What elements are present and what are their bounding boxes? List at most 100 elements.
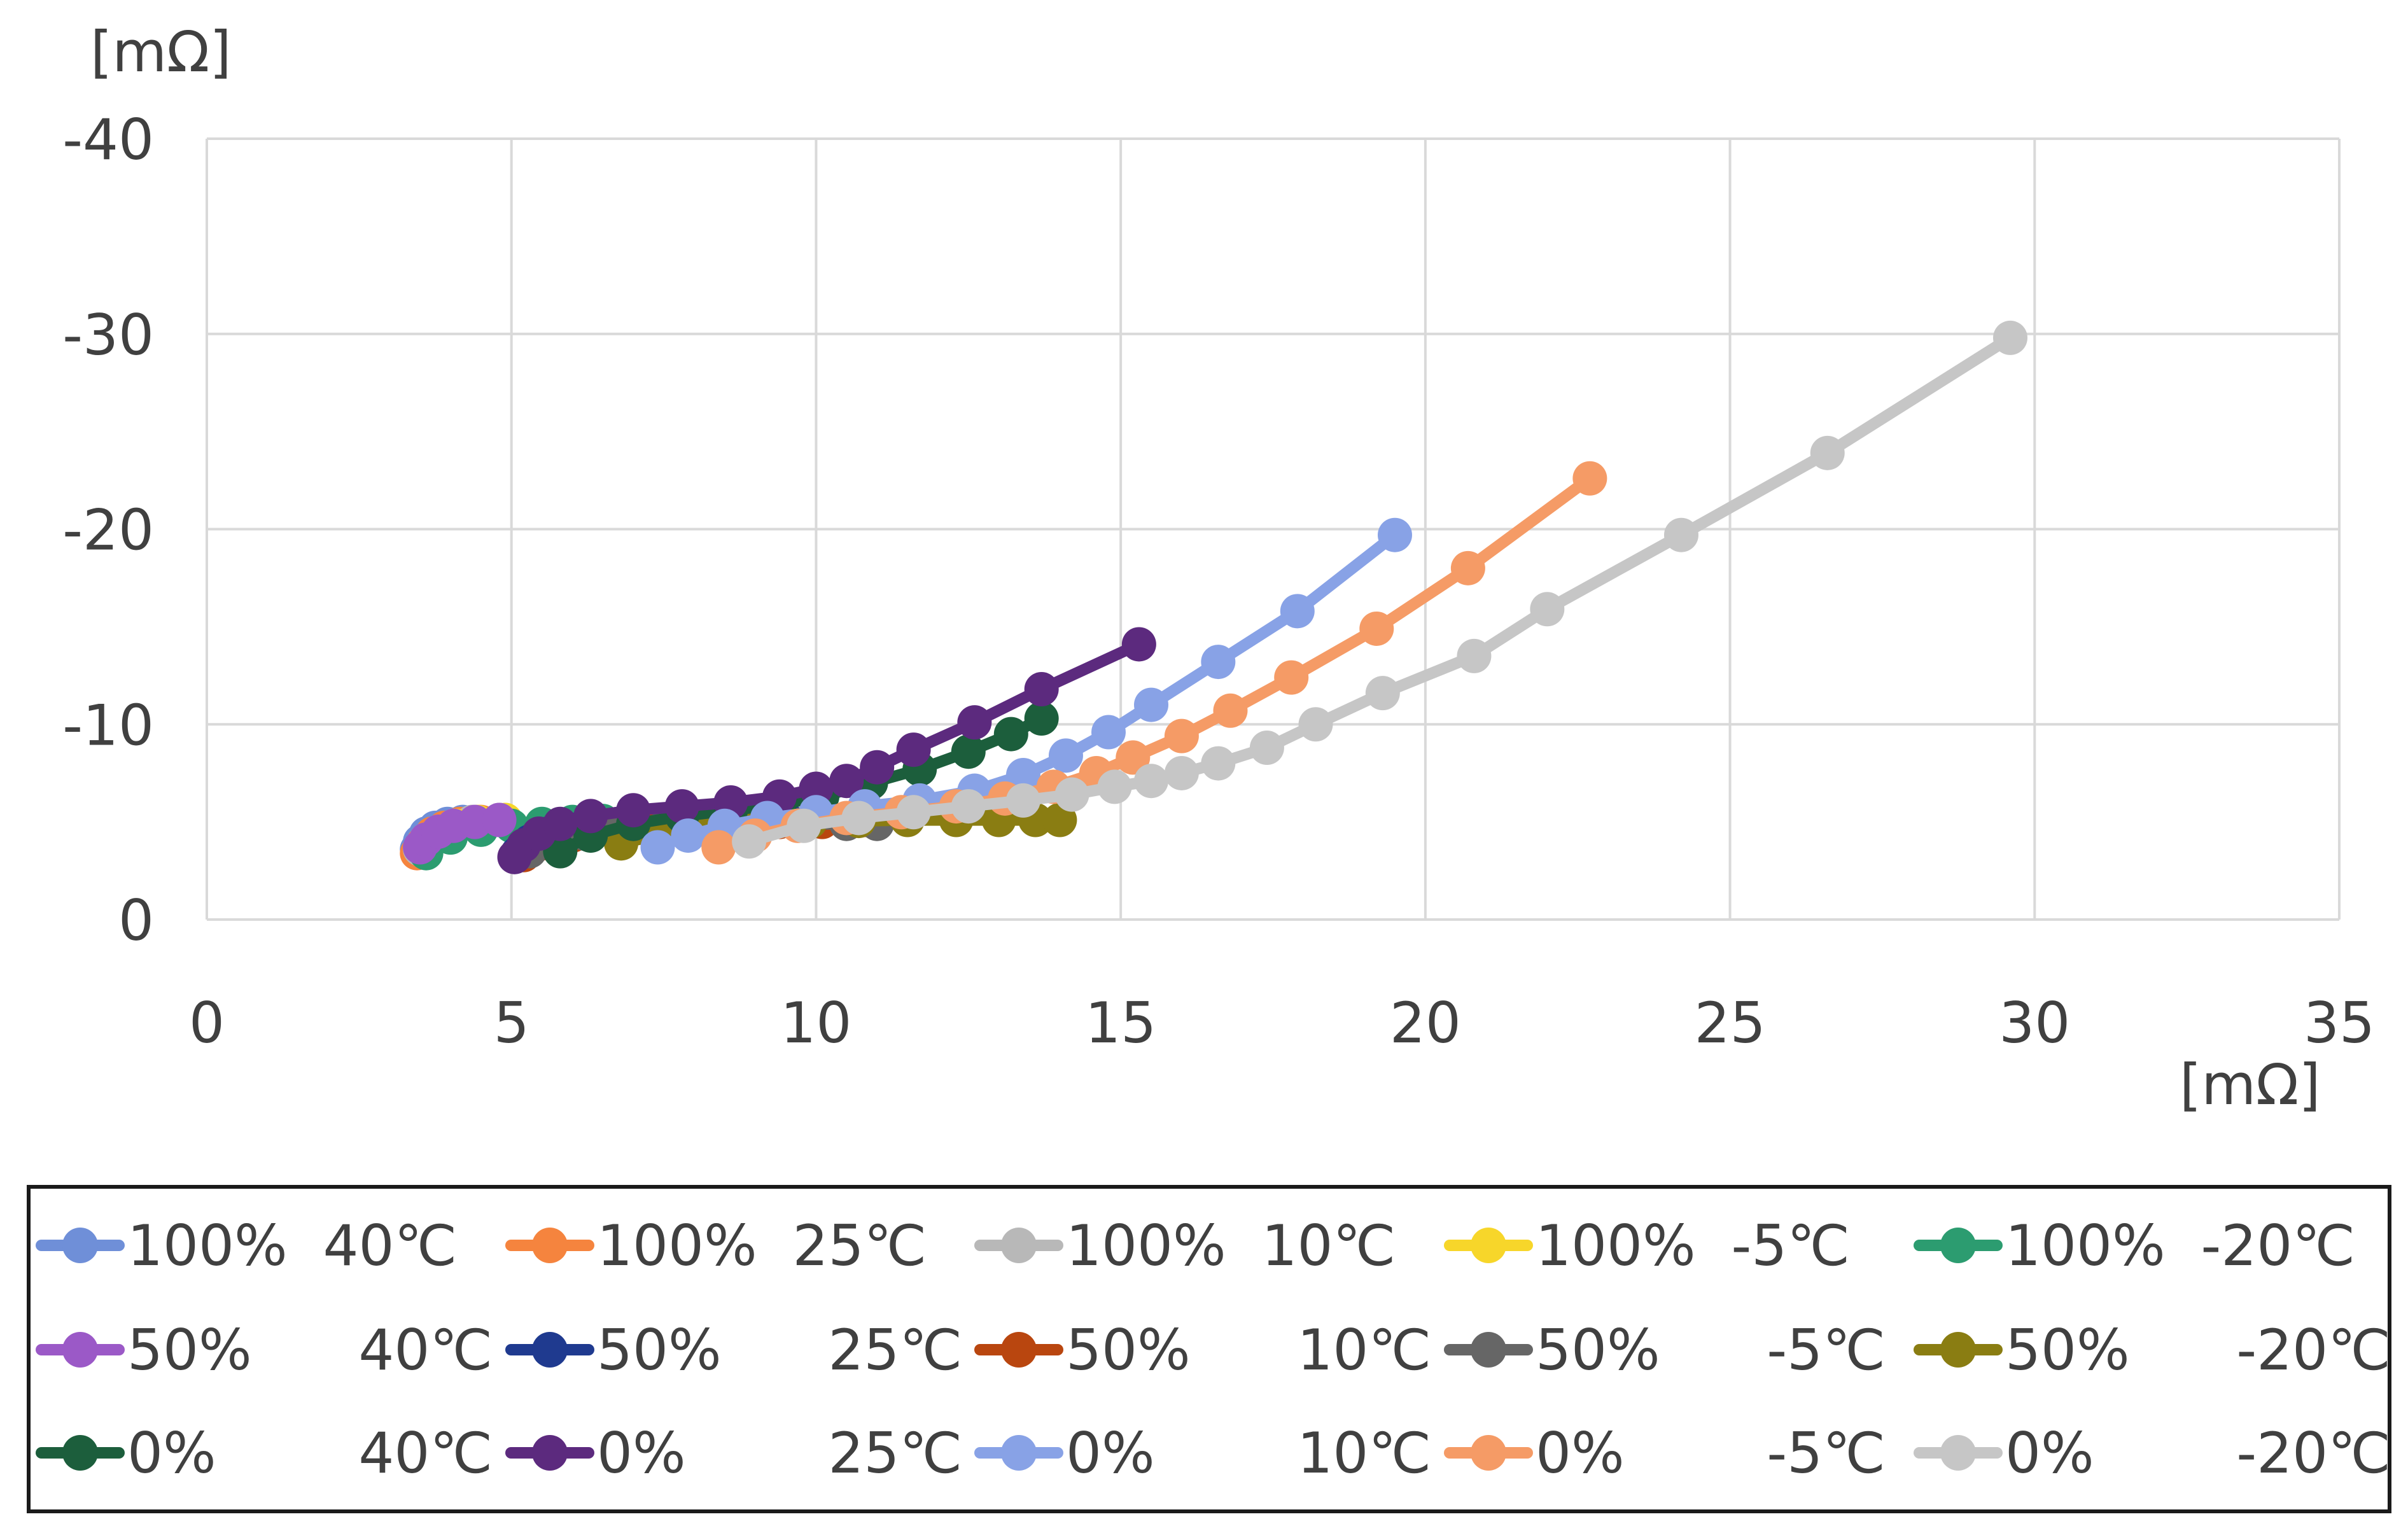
y-tick-label: -30 <box>62 302 154 368</box>
data-point <box>1663 517 1698 552</box>
data-point <box>957 705 992 740</box>
data-point <box>1201 645 1236 680</box>
data-point <box>1992 320 2027 355</box>
x-tick-label: 15 <box>1085 990 1156 1056</box>
legend: 100% 40℃ 100% 25℃ 100% 10℃ 100% -5℃ 100% -20… <box>27 1185 2391 1513</box>
legend-label: 50% 10℃ <box>1066 1317 1431 1383</box>
data-point <box>951 789 986 824</box>
legend-item: 100% 25℃ <box>505 1213 927 1278</box>
data-point <box>1572 461 1607 496</box>
legend-item: 100% -5℃ <box>1444 1213 1850 1278</box>
data-point <box>1134 764 1169 799</box>
legend-swatch-marker <box>1001 1228 1037 1263</box>
axis-tick-labels: 0 5 10 15 20 25 30 35 0 -10 -20 -30 -40 <box>62 107 2375 1056</box>
legend-swatch-marker <box>1940 1228 1976 1263</box>
legend-swatch-marker <box>1001 1435 1037 1471</box>
legend-label: 50% 40℃ <box>127 1317 493 1383</box>
legend-item: 50% 40℃ <box>36 1317 493 1383</box>
data-point <box>1005 758 1040 793</box>
data-point <box>732 824 767 859</box>
y-tick-label: -20 <box>62 498 154 563</box>
data-point <box>664 789 699 824</box>
legend-swatch-marker <box>532 1332 568 1368</box>
legend-label: 0% 40℃ <box>127 1420 493 1486</box>
legend-label: 0% -20℃ <box>2005 1420 2391 1486</box>
legend-label: 100% 10℃ <box>1066 1213 1396 1278</box>
legend-swatch-marker <box>1001 1332 1037 1368</box>
legend-swatch-marker <box>1940 1332 1976 1368</box>
legend-label: 0% 10℃ <box>1066 1420 1431 1486</box>
data-point <box>860 750 895 785</box>
data-point <box>896 732 931 767</box>
data-point <box>951 734 986 769</box>
x-tick-label: 0 <box>189 990 225 1056</box>
y-unit-label: [mΩ] <box>90 19 232 85</box>
data-point <box>1116 740 1151 775</box>
data-point <box>1054 777 1089 812</box>
legend-swatch-marker <box>62 1332 98 1368</box>
data-point <box>1121 627 1156 662</box>
data-point <box>1457 638 1492 673</box>
data-point <box>543 806 578 841</box>
data-point <box>671 818 706 853</box>
legend-item: 0% 25℃ <box>505 1420 962 1486</box>
legend-label: 100% -5℃ <box>1536 1213 1850 1278</box>
data-point <box>896 795 931 830</box>
data-point <box>1097 769 1132 804</box>
data-point <box>701 830 736 865</box>
data-series <box>400 320 2027 874</box>
legend-item: 50% 25℃ <box>505 1317 962 1383</box>
legend-swatch-marker <box>62 1435 98 1471</box>
legend-item: 50% 10℃ <box>974 1317 1431 1383</box>
data-point <box>1091 715 1126 750</box>
gridlines <box>206 137 2341 921</box>
legend-swatch-marker <box>1471 1435 1506 1471</box>
data-point <box>1450 550 1485 585</box>
y-tick-label: -40 <box>62 107 154 172</box>
legend-label: 0% 25℃ <box>597 1420 962 1486</box>
legend-label: 0% -5℃ <box>1536 1420 1886 1486</box>
y-tick-label: 0 <box>118 888 154 953</box>
data-point <box>1201 746 1236 781</box>
x-tick-label: 20 <box>1390 990 1461 1056</box>
data-point <box>1377 517 1412 552</box>
x-tick-label: 35 <box>2304 990 2375 1056</box>
legend-swatch-marker <box>1940 1435 1976 1471</box>
legend-item: 100% -20℃ <box>1914 1213 2355 1278</box>
legend-swatch-marker <box>1471 1228 1506 1263</box>
legend-label: 100% 25℃ <box>597 1213 927 1278</box>
data-point <box>993 717 1028 752</box>
data-point <box>1810 435 1845 470</box>
data-point <box>1048 738 1083 773</box>
legend-swatch-marker <box>532 1435 568 1471</box>
data-point <box>1024 701 1059 736</box>
data-point <box>1134 687 1169 722</box>
data-point <box>1365 676 1400 711</box>
data-point <box>787 808 822 843</box>
legend-label: 100% 40℃ <box>127 1213 457 1278</box>
series-11 <box>497 627 1156 874</box>
legend-item: 0% 10℃ <box>974 1420 1431 1486</box>
legend-label: 50% -5℃ <box>1536 1317 1886 1383</box>
data-point <box>1359 611 1394 646</box>
data-point <box>1530 592 1565 627</box>
data-point <box>829 764 864 799</box>
legend-label: 50% 25℃ <box>597 1317 962 1383</box>
legend-item: 0% -20℃ <box>1914 1420 2391 1486</box>
data-point <box>841 801 876 836</box>
legend-swatch-marker <box>1471 1332 1506 1368</box>
data-point <box>1005 783 1040 818</box>
legend-item: 0% 40℃ <box>36 1420 493 1486</box>
data-point <box>1213 693 1248 728</box>
y-tick-label: -10 <box>62 692 154 758</box>
data-point <box>573 799 608 834</box>
data-point <box>1024 672 1059 707</box>
legend-item: 100% 40℃ <box>36 1213 457 1278</box>
data-point <box>1274 660 1309 695</box>
legend-label: 100% -20℃ <box>2005 1213 2355 1278</box>
data-point <box>1298 707 1333 742</box>
series-5 <box>403 802 517 865</box>
x-tick-label: 5 <box>494 990 529 1056</box>
data-point <box>640 830 675 865</box>
